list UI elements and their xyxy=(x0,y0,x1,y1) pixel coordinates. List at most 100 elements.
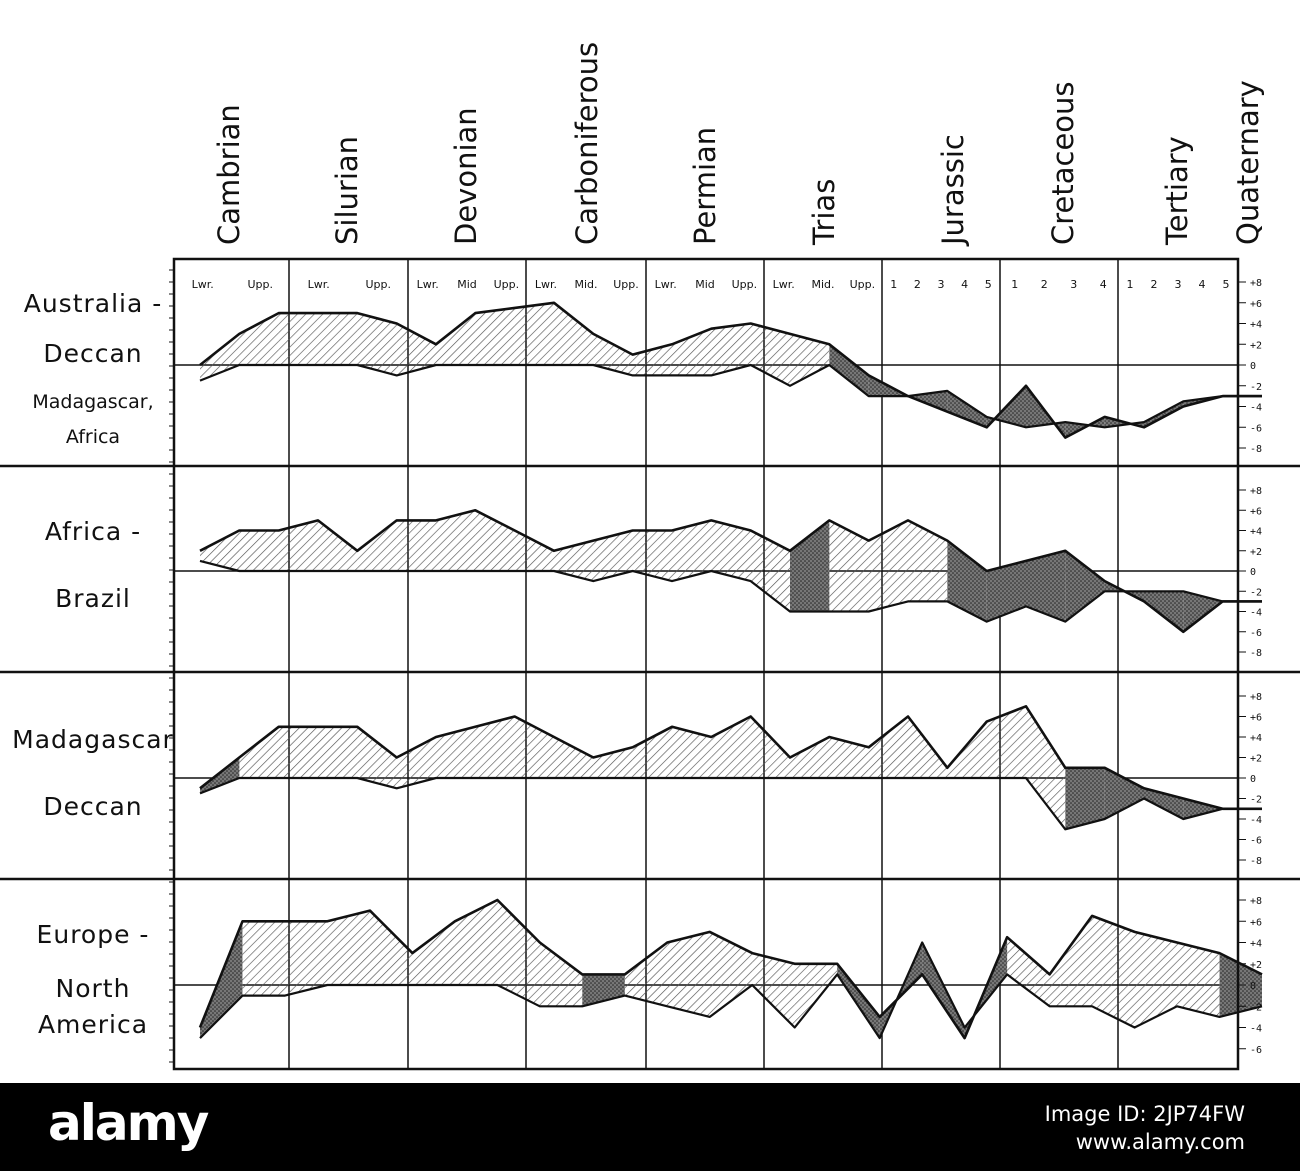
y-tick-label: +6 xyxy=(1250,713,1262,724)
shaded-area xyxy=(986,706,1026,778)
region-panel: +8 +6 +4 +2 0 -2 -4 -6 Europe - North America xyxy=(0,877,1300,1056)
y-tick-label: -4 xyxy=(1250,1024,1262,1035)
shaded-area xyxy=(829,344,869,397)
shaded-area xyxy=(200,530,240,571)
y-tick-label: -6 xyxy=(1250,423,1262,434)
y-tick-label: +4 xyxy=(1250,939,1262,950)
y-tick-label: +6 xyxy=(1250,917,1262,928)
shaded-area xyxy=(790,737,830,778)
shaded-area xyxy=(200,333,240,381)
subdivision-label: 2 xyxy=(1151,278,1158,291)
shaded-area xyxy=(752,953,795,1028)
shaded-area xyxy=(790,333,830,386)
shaded-area xyxy=(239,726,279,778)
shaded-area xyxy=(497,900,540,1007)
shaded-area xyxy=(1026,385,1066,438)
y-tick-label: -6 xyxy=(1250,628,1262,639)
subdivision-label: 1 xyxy=(890,278,897,291)
y-tick-label: +2 xyxy=(1250,754,1262,765)
subdivision-label: 3 xyxy=(1070,278,1077,291)
shaded-area xyxy=(1177,942,1220,1017)
shaded-area xyxy=(396,520,436,571)
region-label: Deccan xyxy=(43,339,142,368)
subdivision-label: 1 xyxy=(1011,278,1018,291)
series-lower-line xyxy=(199,776,1262,831)
shaded-area xyxy=(278,520,318,571)
subdivision-label: Lwr. xyxy=(535,278,557,291)
shaded-area xyxy=(554,540,594,582)
shaded-area xyxy=(672,520,712,582)
shaded-area xyxy=(554,302,594,365)
series-upper-line xyxy=(199,705,1262,811)
y-tick-label: -2 xyxy=(1250,1002,1262,1013)
shaded-area xyxy=(1007,937,1050,1007)
y-tick-label: -2 xyxy=(1250,587,1262,598)
y-tick-label: -8 xyxy=(1250,648,1262,659)
shaded-area xyxy=(947,721,987,778)
shaded-area xyxy=(514,302,554,365)
y-tick-label: +2 xyxy=(1250,547,1262,558)
shaded-area xyxy=(829,520,869,612)
shaded-area xyxy=(672,726,712,778)
y-tick-label: -4 xyxy=(1250,815,1262,826)
y-tick-label: -2 xyxy=(1250,382,1262,393)
shaded-area xyxy=(750,323,790,386)
subdivision-labels: Lwr. Upp. Lwr. Upp. Lwr. Mid Upp. Lwr. Mid. Upp. L… xyxy=(192,278,1230,291)
shaded-area xyxy=(1026,706,1066,830)
shaded-area xyxy=(239,530,279,571)
region-label: Europe - xyxy=(37,920,150,949)
shaded-area xyxy=(1092,915,1135,1028)
shaded-area xyxy=(436,313,476,365)
region-label: Africa xyxy=(66,426,120,448)
y-tick-label: -6 xyxy=(1250,1045,1262,1056)
shaded-area xyxy=(514,530,554,571)
y-tick-label: +8 xyxy=(1250,896,1262,907)
y-tick-label: +6 xyxy=(1250,299,1262,310)
chart-frame xyxy=(172,257,1240,1071)
subdivision-label: Mid. xyxy=(574,278,597,291)
shaded-area xyxy=(868,520,908,612)
shaded-area xyxy=(794,963,838,1028)
shaded-area xyxy=(711,716,751,778)
y-tick-label: -4 xyxy=(1250,403,1262,414)
shaded-area xyxy=(1183,591,1223,632)
shaded-area xyxy=(624,942,668,1007)
shaded-area xyxy=(357,726,397,789)
y-tick-label: +8 xyxy=(1250,486,1262,497)
shaded-area xyxy=(1026,550,1066,622)
shaded-area xyxy=(396,737,436,789)
period-label: Devonian xyxy=(449,107,483,245)
region-label: Madagascar, xyxy=(32,391,153,413)
shaded-area xyxy=(711,520,751,582)
y-tick-label: -4 xyxy=(1250,608,1262,619)
shaded-area xyxy=(357,313,397,376)
shaded-area xyxy=(454,900,498,985)
y-tick-label: +4 xyxy=(1250,527,1262,538)
shaded-area xyxy=(922,942,965,1039)
paleogeography-chart: Cambrian Silurian Devonian Carboniferous Per… xyxy=(0,42,1300,1071)
shaded-area xyxy=(1144,591,1184,632)
shaded-area xyxy=(284,921,328,996)
shaded-area xyxy=(632,344,672,376)
y-tick-label: +2 xyxy=(1250,340,1262,351)
shaded-area xyxy=(986,560,1026,622)
region-label: Brazil xyxy=(55,584,131,613)
y-tick-label: +8 xyxy=(1250,692,1262,703)
y-tick-label: -8 xyxy=(1250,856,1262,867)
shaded-area xyxy=(593,747,633,778)
shaded-area xyxy=(672,328,712,376)
image-id-text: Image ID: 2JP74FW xyxy=(1044,1102,1245,1126)
series-upper-line xyxy=(199,509,1262,634)
y-tick-label: -6 xyxy=(1250,836,1262,847)
subdivision-label: Lwr. xyxy=(192,278,214,291)
series-lower-line xyxy=(199,941,1263,1040)
shaded-area xyxy=(554,737,594,778)
region-label: Madagascar xyxy=(12,725,174,754)
series-lower-line xyxy=(199,363,1262,429)
region-panel: +8 +6 +4 +2 0 -2 -4 -6 -8 Madagascar Deccan xyxy=(0,670,1300,867)
shaded-area xyxy=(436,726,476,778)
subdivision-label: 4 xyxy=(1100,278,1107,291)
subdivision-label: Upp. xyxy=(365,278,391,291)
subdivision-label: Upp. xyxy=(850,278,876,291)
shaded-area xyxy=(908,520,948,602)
